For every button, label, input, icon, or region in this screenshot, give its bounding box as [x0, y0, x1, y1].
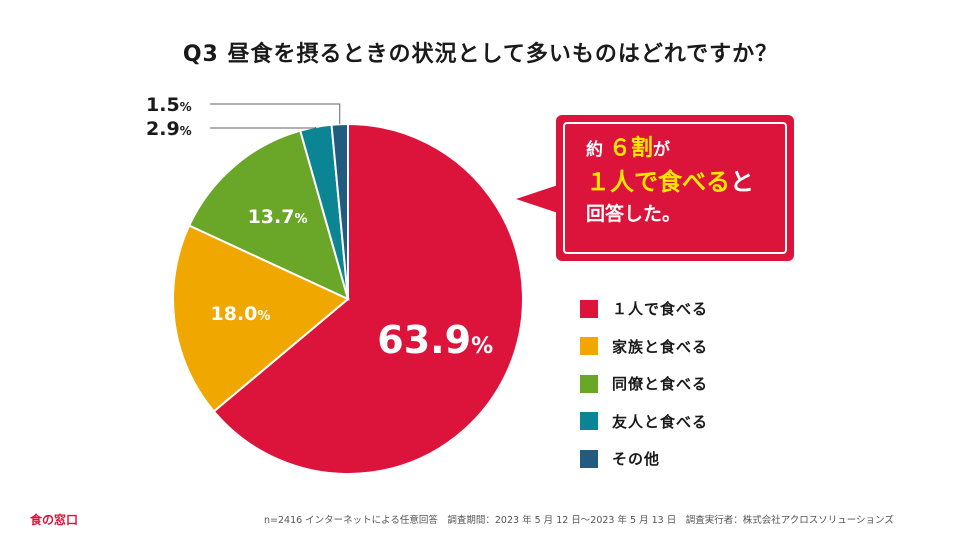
legend-label: 同僚と食べる — [612, 375, 709, 394]
slice-value-label: 18.0% — [210, 303, 270, 325]
leader-line — [210, 103, 341, 125]
survey-footnote: n=2416 インターネットによる任意回答 調査期間：2023 年 5 月 12… — [264, 515, 894, 526]
slice-value-label: 1.5% — [146, 94, 192, 116]
pie-slice — [172, 224, 350, 413]
legend-label: 家族と食べる — [612, 337, 709, 356]
callout-box: 約 ６割が １人で食べると 回答した。 — [556, 115, 794, 261]
pie-slice — [187, 129, 350, 301]
legend-item: その他 — [580, 440, 708, 478]
leader-line — [210, 126, 317, 129]
legend-item: １人で食べる — [580, 290, 708, 328]
chart-title: Q3 昼食を摂るときの状況として多いものはどれですか？ — [182, 42, 779, 67]
callout-tail — [516, 185, 558, 213]
slice-value-label: 2.9% — [146, 118, 192, 140]
legend-item: 家族と食べる — [580, 328, 708, 366]
pie-slice — [212, 122, 524, 475]
callout-line1-post: が — [652, 140, 670, 160]
legend-swatch — [580, 299, 598, 318]
legend-item: 同僚と食べる — [580, 365, 708, 403]
legend-swatch — [580, 337, 598, 356]
legend-swatch — [580, 412, 598, 431]
legend-label: 友人と食べる — [612, 412, 709, 431]
legend-label: １人で食べる — [612, 300, 709, 319]
legend-swatch — [580, 374, 598, 393]
callout-border — [563, 122, 787, 254]
slice-value-label: 13.7% — [248, 206, 308, 228]
callout-line3: 回答した。 — [586, 202, 682, 225]
callout-line2-highlight: １人で食べる — [586, 167, 730, 196]
legend-swatch — [580, 449, 598, 468]
callout-line2-post: と — [730, 167, 754, 196]
callout-line1-pre: 約 — [586, 140, 603, 160]
brand-logo: 食の窓口 — [30, 513, 79, 527]
legend: １人で食べる 家族と食べる 同僚と食べる 友人と食べる その他 — [580, 290, 708, 478]
slice-value-label: 63.9% — [377, 318, 493, 362]
pie-slice — [330, 122, 349, 300]
callout-text: 約 ６割が １人で食べると 回答した。 — [586, 135, 754, 226]
callout-line1-num: ６割 — [608, 136, 653, 161]
legend-item: 友人と食べる — [580, 403, 708, 441]
callout-line2: １人で食べると — [586, 167, 754, 197]
legend-label: その他 — [612, 450, 661, 469]
callout-line1: 約 ６割が — [586, 135, 754, 163]
